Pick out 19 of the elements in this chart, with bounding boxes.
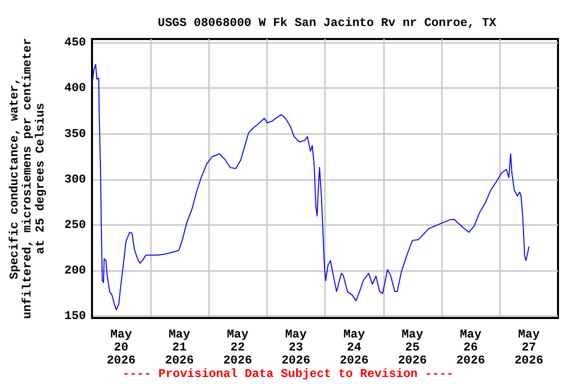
x-tick-label: May 22 2026 <box>223 328 252 368</box>
y-tick-label: 200 <box>64 264 86 278</box>
y-tick-label: 400 <box>64 81 86 96</box>
y-tick-label: 300 <box>64 172 86 186</box>
x-tick-label: May 25 2026 <box>398 328 427 368</box>
x-tick-label: May 27 2026 <box>514 328 544 368</box>
y-tick-label: 250 <box>64 218 86 232</box>
chart-title: USGS 08068000 W Fk San Jacinto Rv nr Conroe, TX <box>158 16 498 30</box>
x-tick-label: May 20 2026 <box>106 328 136 368</box>
line-series <box>92 64 530 310</box>
y-axis-title: Specific conductance, water, unfiltered, microsiemens per centimeter at 25 degrees Celsius <box>8 38 48 319</box>
x-tick-label: May 24 2026 <box>340 328 369 368</box>
text: ---- Provisional Data Subject to Revision ---- <box>122 367 454 381</box>
y-tick-label: 150 <box>64 309 86 324</box>
x-tick-label: May 26 2026 <box>456 328 486 368</box>
y-tick-label: 350 <box>64 126 86 141</box>
y-tick-label: 450 <box>64 36 86 50</box>
x-tick-label: May 21 2026 <box>164 328 194 368</box>
x-tick-label: May 23 2026 <box>281 328 310 368</box>
